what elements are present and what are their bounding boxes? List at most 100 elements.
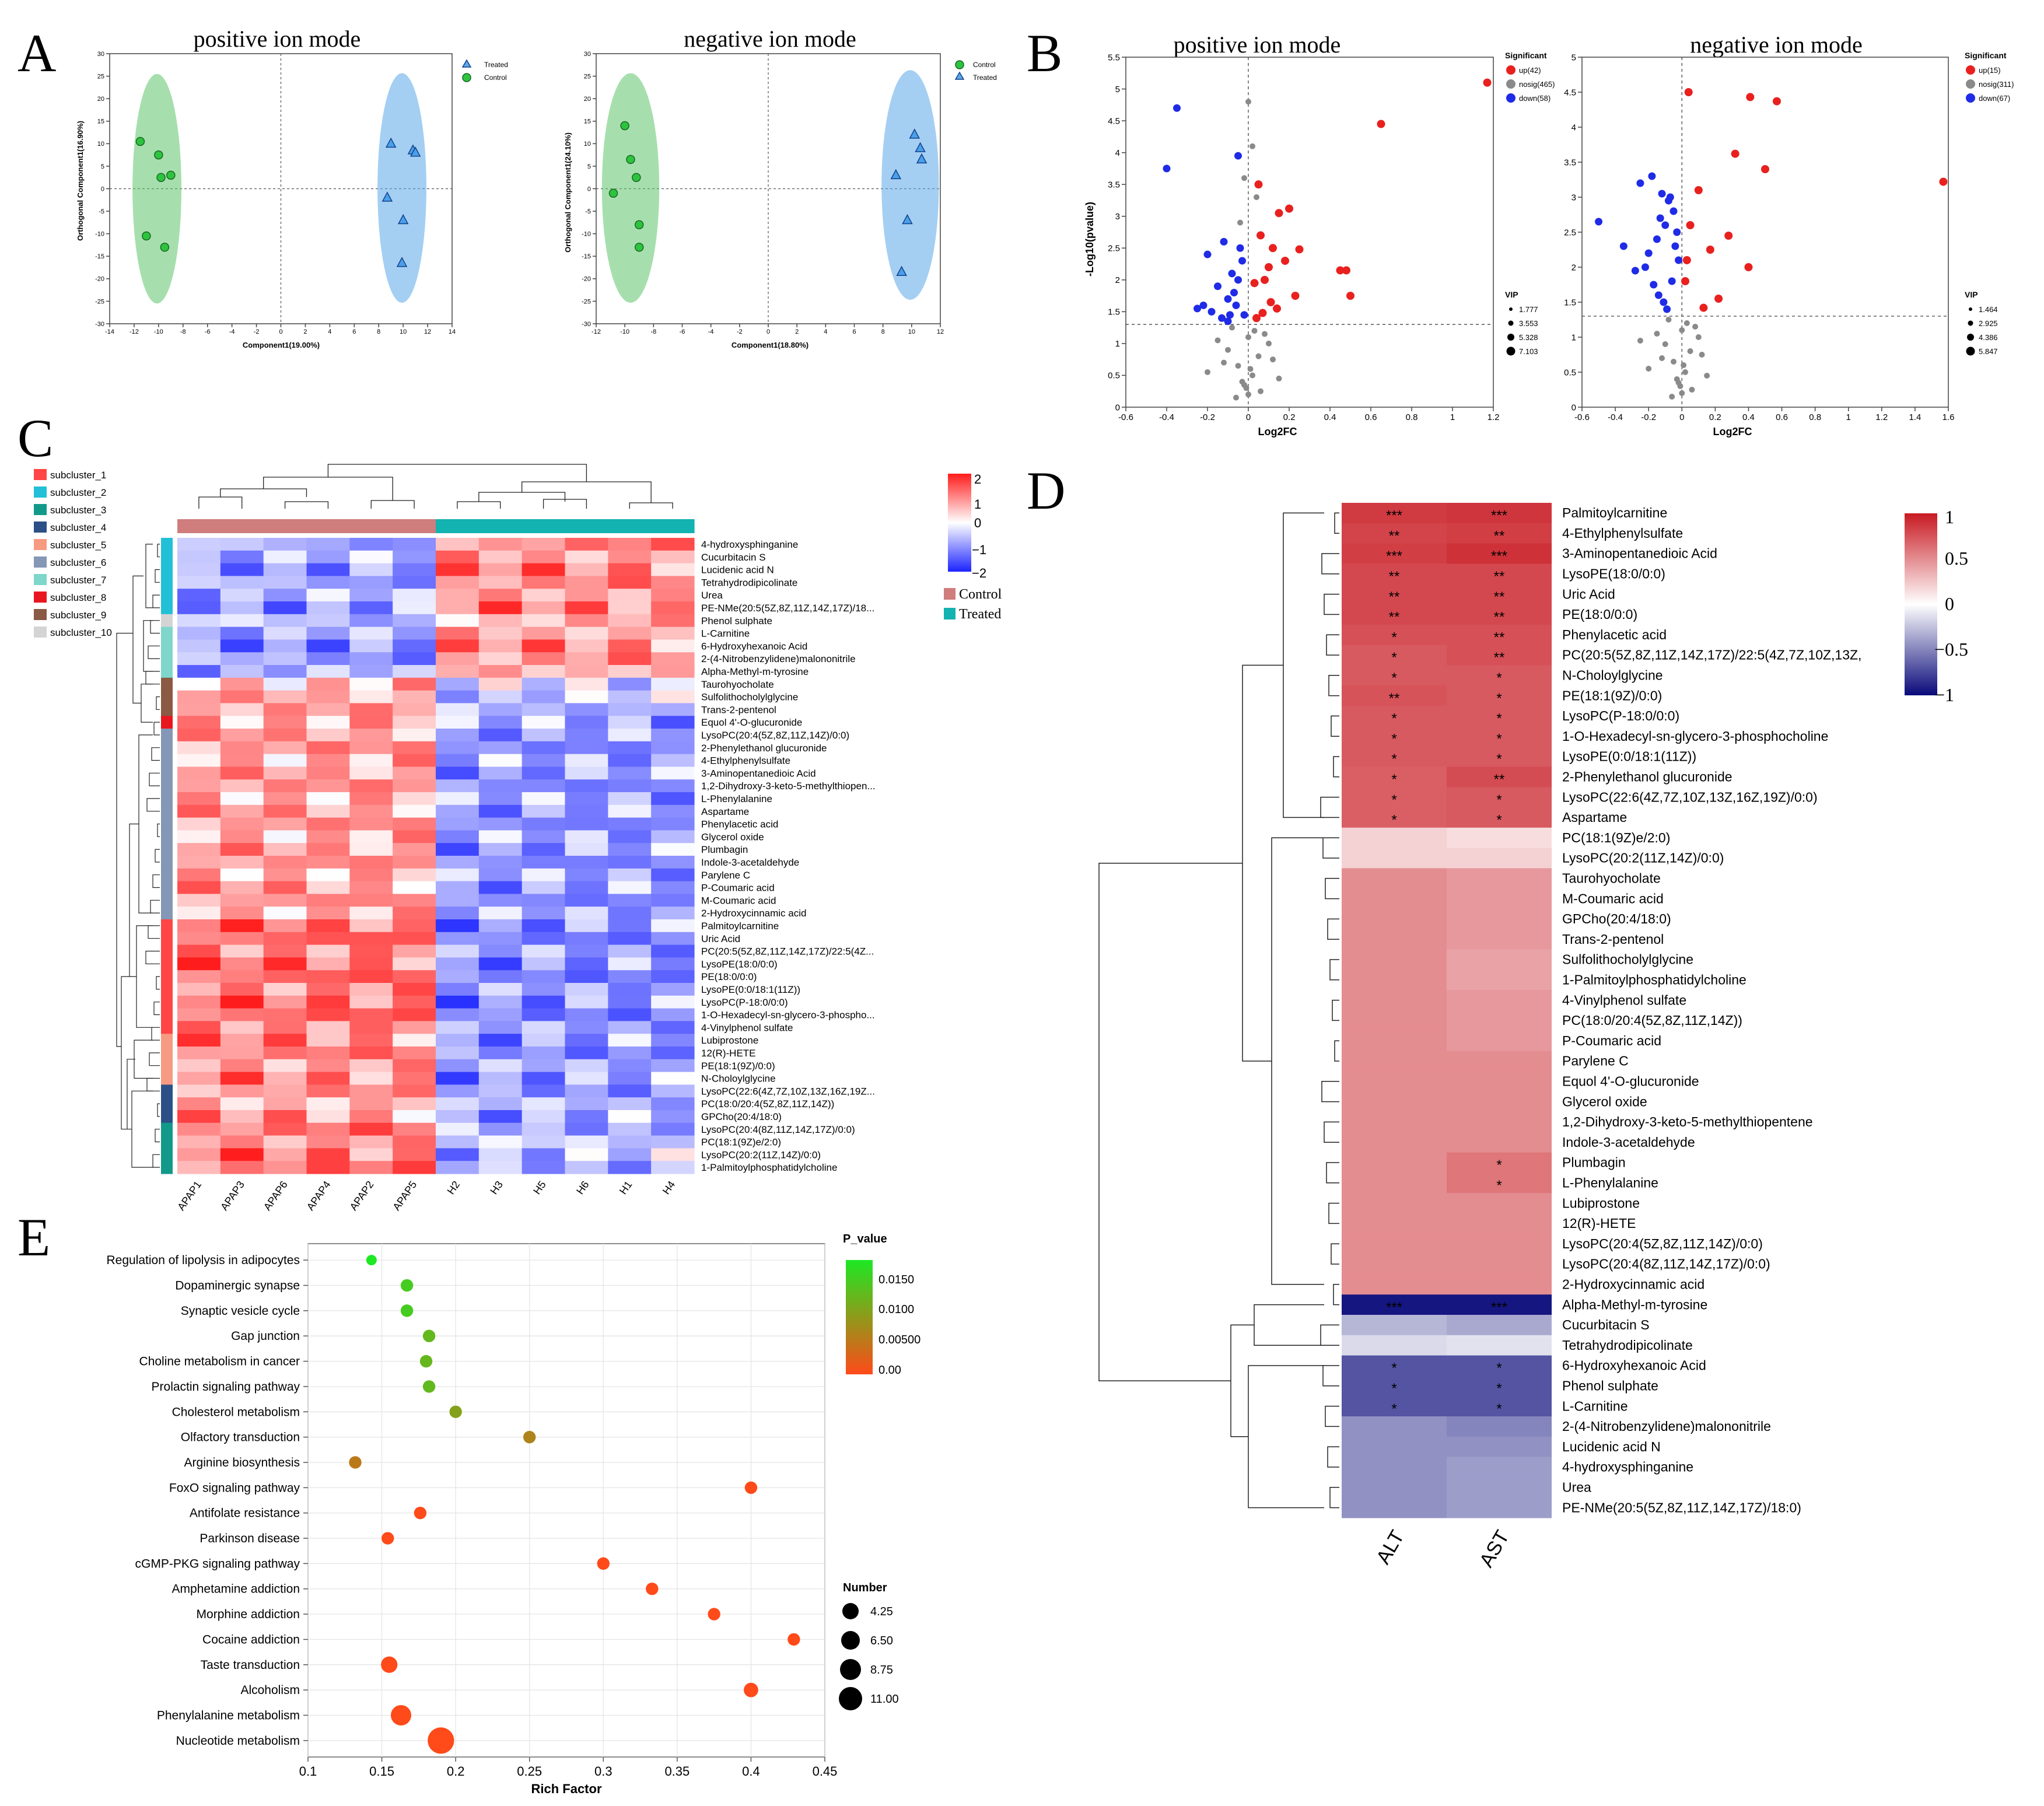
panelC-heat-cell bbox=[306, 1161, 350, 1174]
panelC-row-dendrogram-branch bbox=[143, 620, 153, 672]
panelD-ast-significance: * bbox=[1496, 813, 1502, 828]
panelD-row-dendrogram-branch bbox=[1326, 634, 1339, 656]
subcluster-1-label: subcluster_1 bbox=[50, 470, 106, 481]
panelD-row-dendrogram-branch bbox=[1331, 715, 1339, 737]
panelC-row-label: Sulfolithocholylglycine bbox=[701, 692, 798, 703]
panelC-heat-cell bbox=[177, 1059, 221, 1073]
panelD-ast-significance: * bbox=[1496, 1401, 1502, 1417]
panelC-heat-cell bbox=[177, 1135, 221, 1149]
panelC-heat-cell bbox=[608, 830, 652, 844]
panelC-heat-cell bbox=[306, 729, 350, 742]
panelC-heat-cell bbox=[565, 1046, 608, 1060]
panelB-left-up-point bbox=[1275, 209, 1283, 218]
panelC-heat-cell bbox=[177, 830, 221, 844]
panelC-heat-cell bbox=[565, 716, 608, 729]
panelC-heat-cell bbox=[393, 881, 436, 894]
panelB-left-up-point bbox=[1377, 120, 1385, 128]
panelA-right-treated-point bbox=[896, 265, 907, 276]
panelC-heat-cell bbox=[565, 944, 608, 958]
panelB-right-down-point bbox=[1661, 221, 1670, 229]
panelB-left-up-point bbox=[1346, 292, 1354, 300]
panelA-right-control-point bbox=[632, 173, 641, 182]
panelC-heat-cell bbox=[651, 1021, 695, 1034]
panelC-heat-cell bbox=[177, 626, 221, 640]
panelC-row-dendrogram-branch bbox=[138, 734, 153, 914]
panelC-row-label: Cucurbitacin S bbox=[701, 552, 766, 563]
panelD-ast-cell bbox=[1447, 564, 1552, 584]
panelC-heat-cell bbox=[565, 1161, 608, 1174]
panelB-right-nosig-point bbox=[1687, 348, 1693, 354]
panelC-heat-cell bbox=[220, 932, 264, 946]
panelD-alt-cell bbox=[1342, 787, 1447, 808]
panelC-row-dendrogram-branch bbox=[152, 874, 160, 888]
panelB-left-xtick-label: 0.4 bbox=[1324, 412, 1336, 422]
panelC-heat-cell bbox=[565, 817, 608, 831]
panelD-alt-cell bbox=[1342, 726, 1447, 747]
panelC-heat-cell bbox=[565, 804, 608, 818]
panelA-left-xtick-label: 2 bbox=[303, 328, 307, 335]
panelC-heat-cell bbox=[522, 614, 566, 628]
panelC-heat-cell bbox=[177, 919, 221, 933]
panelC-heat-cell bbox=[306, 550, 350, 564]
panelB-left-down-point bbox=[1224, 317, 1232, 326]
panelA-left-control-point bbox=[160, 243, 170, 252]
panelD-row-label: Equol 4'-O-glucuronide bbox=[1562, 1073, 1699, 1088]
panelC-row-label: 1,2-Dihydroxy-3-keto-5-methylthiopen... bbox=[701, 780, 876, 792]
panelC-heat-cell bbox=[608, 1135, 652, 1149]
panelD-ast-significance: * bbox=[1496, 691, 1502, 706]
panelC-heat-cell bbox=[478, 843, 523, 856]
panelC-heat-cell bbox=[522, 907, 566, 920]
panelB-right-nosig-point bbox=[1646, 366, 1652, 372]
panelC-heat-cell bbox=[522, 626, 566, 640]
panelD-row-label: 1-Palmitoylphosphatidylcholine bbox=[1562, 972, 1746, 987]
panelD-row-dendrogram-branch bbox=[1098, 862, 1242, 1381]
panelE-frame bbox=[307, 1243, 825, 1758]
panelC-heat-cell bbox=[565, 626, 608, 640]
panelD-row-dendrogram-branch bbox=[1324, 1121, 1339, 1143]
panelD-alt-significance: *** bbox=[1386, 548, 1402, 564]
panelA-right-xtick-label: 10 bbox=[908, 328, 915, 335]
panelC-heat-cell bbox=[436, 677, 480, 691]
panelC-heat-cell bbox=[393, 894, 436, 907]
panelC-row-subcluster-bar bbox=[161, 614, 173, 628]
panelC-heat-cell bbox=[220, 1161, 264, 1174]
panelC-heat-cell bbox=[565, 1021, 608, 1034]
panelC-heat-cell bbox=[608, 576, 652, 589]
panelE-bubble bbox=[366, 1255, 377, 1266]
panelC-heat-cell bbox=[306, 1034, 350, 1047]
panelD-row-label: GPCho(20:4/18:0) bbox=[1562, 911, 1671, 926]
panelC-heat-cell bbox=[306, 1084, 350, 1098]
panelC-column-label: APAP5 bbox=[390, 1179, 419, 1213]
panelC-heat-cell bbox=[220, 766, 264, 780]
panelC-heat-cell bbox=[263, 639, 307, 653]
panelB-left-ytick-label: 4 bbox=[1115, 148, 1120, 158]
panelD-alt-cell bbox=[1342, 1416, 1447, 1437]
panelC-row-subcluster-bar bbox=[161, 677, 173, 691]
panelA-left-xtick-label: 12 bbox=[424, 328, 431, 335]
panelC-heat-cell bbox=[522, 944, 566, 958]
panelC-row-subcluster-bar bbox=[161, 550, 173, 564]
panelD-ast-significance: ** bbox=[1494, 528, 1505, 544]
panelC-heat-cell bbox=[436, 703, 480, 716]
panelD-row-label: 2-Phenylethanol glucuronide bbox=[1562, 769, 1732, 784]
panelC-heat-cell bbox=[393, 856, 436, 869]
panelE-bubble bbox=[646, 1583, 659, 1595]
panelC-heat-cell bbox=[608, 589, 652, 602]
panelC-heat-cell bbox=[608, 907, 652, 920]
panelC-heat-cell bbox=[651, 550, 695, 564]
panelA-right-title: negative ion mode bbox=[684, 26, 856, 52]
panelC-heat-cell bbox=[436, 729, 480, 742]
panelC-heat-cell bbox=[565, 1135, 608, 1149]
panelC-heat-cell bbox=[306, 576, 350, 589]
panelC-row-label: Uric Acid bbox=[701, 933, 740, 944]
panelC-heat-cell bbox=[565, 589, 608, 602]
panelC-heat-cell bbox=[565, 665, 608, 678]
panelC-heat-cell bbox=[565, 601, 608, 615]
panelC-heat-cell bbox=[608, 894, 652, 907]
panelC-heat-cell bbox=[263, 957, 307, 971]
panelC-heat-cell bbox=[177, 944, 221, 958]
panelC-heat-cell bbox=[263, 1097, 307, 1111]
panelE-category-label: Phenylalanine metabolism bbox=[157, 1709, 300, 1722]
panelC-heat-cell bbox=[220, 1135, 264, 1149]
panelD-alt-significance: ** bbox=[1389, 528, 1400, 544]
